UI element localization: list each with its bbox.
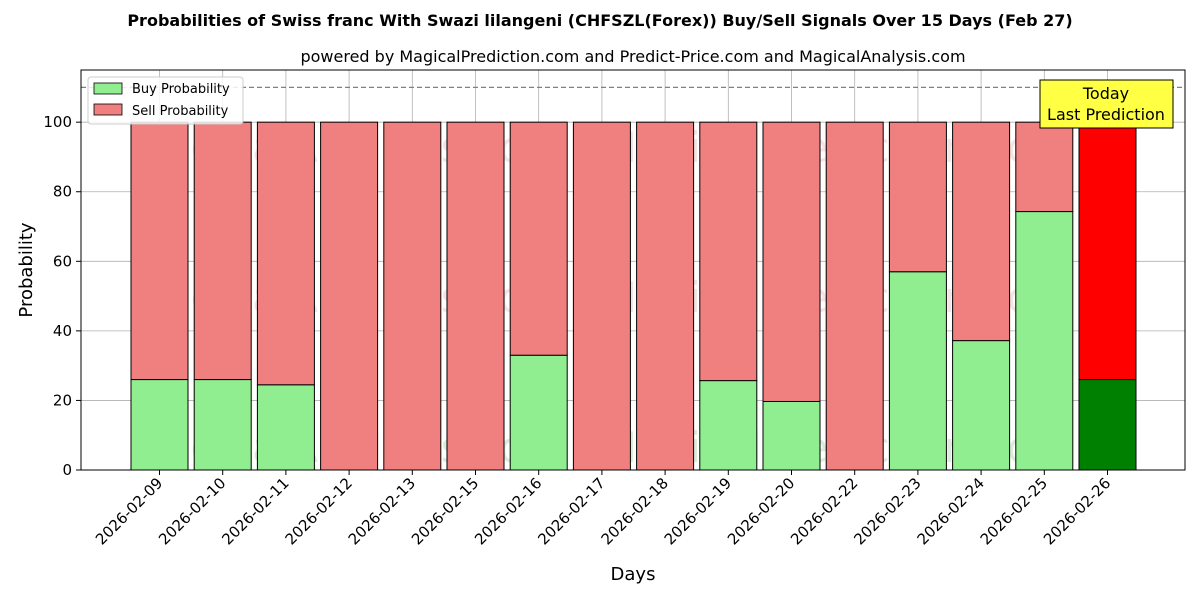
y-tick-label: 40	[53, 322, 72, 340]
legend-label-sell: Sell Probability	[132, 104, 229, 119]
bar-sell	[383, 121, 442, 471]
legend: Buy Probability Sell Probability	[87, 76, 244, 125]
bar-buy	[699, 380, 758, 471]
y-tick-label: 100	[43, 113, 72, 131]
bar-sell	[130, 121, 189, 381]
bar-buy	[762, 400, 821, 471]
plot-frame	[80, 69, 1186, 471]
legend-swatch-buy	[93, 82, 123, 95]
x-tick-label: 2026-02-17	[534, 474, 608, 548]
y-axis-label: Probability	[16, 222, 37, 317]
bar-sell	[762, 121, 821, 402]
legend-label-buy: Buy Probability	[132, 82, 230, 97]
x-tick-label: 2026-02-13	[345, 474, 419, 548]
bar-sell	[888, 121, 947, 273]
y-axis: 0 20 40 60 80 100	[43, 113, 81, 479]
y-tick-label: 0	[62, 461, 72, 479]
bar-sell	[825, 121, 884, 471]
chart-subtitle: powered by MagicalPrediction.com and Pre…	[300, 47, 965, 66]
today-annotation: Today Last Prediction	[1039, 79, 1174, 129]
bar-buy	[952, 340, 1011, 471]
y-tick-label: 60	[53, 252, 72, 270]
x-tick-label: 2026-02-24	[914, 474, 988, 548]
bar-sell	[699, 121, 758, 382]
bar-sell	[952, 121, 1011, 342]
bar-buy	[193, 379, 252, 471]
bar-buy	[1015, 211, 1074, 471]
x-tick-label: 2026-02-19	[661, 474, 735, 548]
legend-box	[87, 76, 244, 125]
annotation-line2: Last Prediction	[1047, 105, 1165, 124]
annotation-box	[1039, 79, 1174, 129]
x-tick-label: 2026-02-10	[155, 474, 229, 548]
bar-sell	[636, 121, 695, 471]
bar-sell	[320, 121, 379, 471]
x-tick-label: 2026-02-26	[1040, 474, 1114, 548]
x-tick-label: 2026-02-09	[92, 474, 166, 548]
x-tick-label: 2026-02-11	[218, 474, 292, 548]
annotation-line1: Today	[1082, 84, 1129, 103]
bar-sell	[509, 121, 568, 356]
bar-buy	[256, 384, 315, 471]
bar-buy	[888, 271, 947, 471]
x-tick-label: 2026-02-22	[787, 474, 861, 548]
x-axis-label: Days	[611, 564, 656, 585]
bar-sell	[1015, 121, 1074, 213]
bar-buy	[1078, 379, 1137, 471]
x-tick-label: 2026-02-12	[282, 474, 356, 548]
x-tick-label: 2026-02-23	[850, 474, 924, 548]
x-tick-label: 2026-02-18	[598, 474, 672, 548]
chart-title: Probabilities of Swiss franc With Swazi …	[127, 11, 1072, 30]
y-tick-label: 20	[53, 391, 72, 409]
x-axis: 2026-02-092026-02-102026-02-112026-02-12…	[92, 470, 1114, 548]
x-tick-label: 2026-02-25	[977, 474, 1051, 548]
bar-buy	[130, 379, 189, 471]
x-tick-label: 2026-02-15	[408, 474, 482, 548]
bars	[130, 121, 1137, 471]
legend-swatch-sell	[93, 103, 123, 116]
y-tick-label: 80	[53, 183, 72, 201]
bar-sell	[1078, 121, 1137, 381]
bar-buy	[509, 354, 568, 471]
bar-sell	[446, 121, 505, 471]
x-tick-label: 2026-02-20	[724, 474, 798, 548]
bar-sell	[572, 121, 631, 471]
x-tick-label: 2026-02-16	[471, 474, 545, 548]
bar-sell	[193, 121, 252, 381]
bar-sell	[256, 121, 315, 386]
